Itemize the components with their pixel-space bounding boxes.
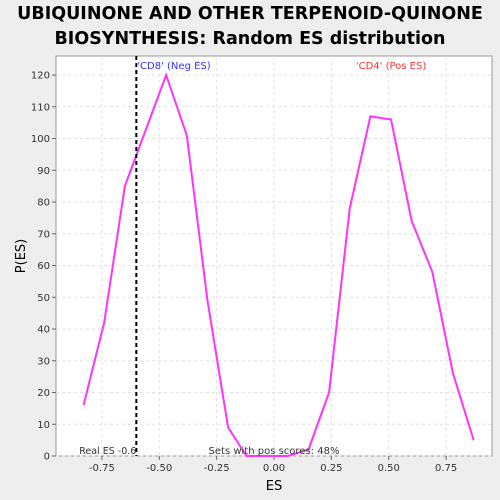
y-tick-label: 40 <box>37 325 50 336</box>
pos-es-label: 'CD4' (Pos ES) <box>356 61 426 72</box>
x-tick-label: 0.50 <box>378 463 400 474</box>
y-tick-label: 50 <box>37 293 50 304</box>
pos-scores-annotation: Sets with pos scores: 48% <box>209 446 340 457</box>
y-tick-label: 90 <box>37 166 50 177</box>
y-tick-label: 10 <box>37 420 50 431</box>
y-tick-label: 60 <box>37 261 50 272</box>
y-tick-label: 30 <box>37 356 50 367</box>
y-tick-label: 120 <box>31 71 50 82</box>
x-tick-label: -0.50 <box>146 463 172 474</box>
x-tick-label: 0.00 <box>263 463 285 474</box>
x-tick-label: -0.75 <box>89 463 115 474</box>
chart-title-line-1: UBIQUINONE AND OTHER TERPENOID-QUINONE <box>17 4 483 24</box>
y-axis-label: P(ES) <box>14 239 29 273</box>
x-tick-label: 0.25 <box>320 463 342 474</box>
real-es-label: Real ES -0.6 <box>79 446 136 457</box>
series-line <box>82 72 475 457</box>
y-tick-label: 110 <box>31 102 50 113</box>
y-axis-ticks: 0 10 20 30 40 50 60 70 80 90 100 110 120 <box>31 71 56 463</box>
y-tick-label: 100 <box>31 134 50 145</box>
y-tick-label: 70 <box>37 229 50 240</box>
neg-es-label: 'CD8' (Neg ES) <box>137 61 210 72</box>
x-axis-ticks: -0.75 -0.50 -0.25 0.00 0.25 0.50 0.75 <box>89 456 457 474</box>
x-tick-label: 0.75 <box>435 463 457 474</box>
y-tick-label: 20 <box>37 388 50 399</box>
chart-title-line-2: BIOSYNTHESIS: Random ES distribution <box>54 29 446 49</box>
x-tick-label: -0.25 <box>204 463 230 474</box>
y-tick-label: 80 <box>37 198 50 209</box>
y-tick-label: 0 <box>44 452 50 463</box>
x-axis-label: ES <box>266 479 282 494</box>
